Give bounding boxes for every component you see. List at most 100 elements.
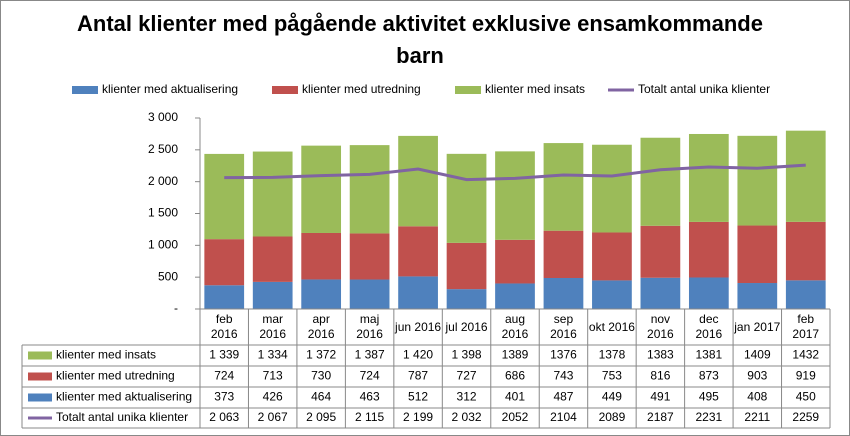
x-tick-label: jan 2017 <box>734 319 781 334</box>
bar-segment <box>640 225 681 278</box>
bar-segment <box>495 239 535 284</box>
legend-symbol <box>28 351 52 360</box>
table-value: 1409 <box>744 348 771 362</box>
table-value: 743 <box>553 369 573 383</box>
bar-segment <box>495 283 535 309</box>
bar-segment <box>204 239 245 286</box>
bar-segment <box>688 221 729 278</box>
legend-label: Totalt antal unika klienter <box>638 82 770 96</box>
x-tick-label: feb 2016 <box>210 312 238 341</box>
legend-symbol <box>28 372 52 381</box>
table-value: 1378 <box>599 348 626 362</box>
legend-label: klienter med aktualisering <box>102 82 238 96</box>
table-value: 2089 <box>599 410 626 424</box>
table-value: 2 063 <box>209 410 239 424</box>
table-value: 487 <box>553 390 573 404</box>
table-value: 408 <box>747 390 767 404</box>
table-value: 724 <box>360 369 380 383</box>
bar-segment <box>349 145 390 234</box>
table-value: 686 <box>505 369 525 383</box>
bar-segment <box>398 226 438 277</box>
table-value: 727 <box>457 369 477 383</box>
table-value: 730 <box>311 369 331 383</box>
table-value: 1 339 <box>209 348 239 362</box>
table-value: 1 387 <box>355 348 385 362</box>
table-value: 1389 <box>502 348 529 362</box>
bar-segment <box>785 130 826 222</box>
x-tick-label: okt 2016 <box>588 319 635 334</box>
bar-segment <box>252 236 293 282</box>
table-row-label: klienter med insats <box>56 348 156 362</box>
table-value: 2231 <box>695 410 722 424</box>
y-tick-label: - <box>174 301 178 315</box>
bar-segment <box>592 280 632 309</box>
table-value: 373 <box>214 390 234 404</box>
legend-label: klienter med utredning <box>302 82 421 96</box>
legend-symbol <box>455 86 481 94</box>
table-value: 2211 <box>744 410 770 424</box>
bar-segment <box>543 230 584 278</box>
table-value: 512 <box>408 390 428 404</box>
bar-segment <box>495 151 535 240</box>
y-tick-label: 3 000 <box>148 110 178 124</box>
table-value: 724 <box>214 369 234 383</box>
table-value: 1383 <box>647 348 674 362</box>
x-tick-label: feb 2017 <box>792 312 820 341</box>
bar-segment <box>640 137 681 226</box>
bar-segment <box>640 277 681 309</box>
legend-symbol <box>72 86 98 94</box>
total-line <box>224 163 806 182</box>
table-value: 1 420 <box>403 348 433 362</box>
legend-label: klienter med insats <box>485 82 585 96</box>
table-value: 312 <box>457 390 477 404</box>
bar-segment <box>785 280 826 309</box>
bar-segment <box>252 281 293 309</box>
chart-title: Antal klienter med pågående aktivitet ex… <box>77 11 763 68</box>
bar-segment <box>349 279 390 309</box>
table-value: 2 199 <box>403 410 433 424</box>
bar-segment <box>301 145 342 233</box>
table-value: 873 <box>699 369 719 383</box>
table-value: 1 372 <box>306 348 336 362</box>
x-tick-label: apr 2016 <box>307 312 335 341</box>
table-value: 1 398 <box>452 348 482 362</box>
table-value: 2 095 <box>306 410 336 424</box>
bar-segment <box>398 135 438 227</box>
x-tick-label: mar 2016 <box>259 312 287 341</box>
table-value: 2052 <box>502 410 529 424</box>
bar-segment <box>349 233 390 280</box>
bar-segment <box>204 285 245 309</box>
bar-segment <box>446 153 487 243</box>
table-row-label: klienter med aktualisering <box>56 390 192 404</box>
table-value: 2 115 <box>355 410 384 424</box>
x-tick-label: aug 2016 <box>501 312 529 341</box>
y-tick-label: 1 000 <box>148 238 178 252</box>
table-value: 713 <box>263 369 283 383</box>
bar-segment <box>543 277 584 309</box>
bar-segment <box>446 289 487 309</box>
x-tick-label: maj 2016 <box>356 312 383 341</box>
bar-segment <box>737 283 778 309</box>
table-value: 450 <box>796 390 816 404</box>
x-tick-label: sep 2016 <box>550 312 577 341</box>
table-value: 2 067 <box>258 410 288 424</box>
table-value: 463 <box>360 390 380 404</box>
table-value: 1376 <box>550 348 577 362</box>
bar-segment <box>592 144 632 233</box>
bar-segment <box>398 276 438 309</box>
x-tick-label: nov 2016 <box>647 312 674 341</box>
table-row-label: Totalt antal unika klienter <box>56 410 188 424</box>
table-value: 787 <box>408 369 428 383</box>
table-value: 2259 <box>792 410 819 424</box>
bar-segment <box>737 135 778 226</box>
bar-segment <box>301 279 342 309</box>
table-value: 816 <box>650 369 670 383</box>
bar-segment <box>204 153 245 240</box>
x-tick-label: jun 2016 <box>395 319 442 334</box>
table-value: 464 <box>311 390 331 404</box>
table-value: 2104 <box>550 410 577 424</box>
bar-segment <box>688 133 729 222</box>
bar-segment <box>252 151 293 237</box>
